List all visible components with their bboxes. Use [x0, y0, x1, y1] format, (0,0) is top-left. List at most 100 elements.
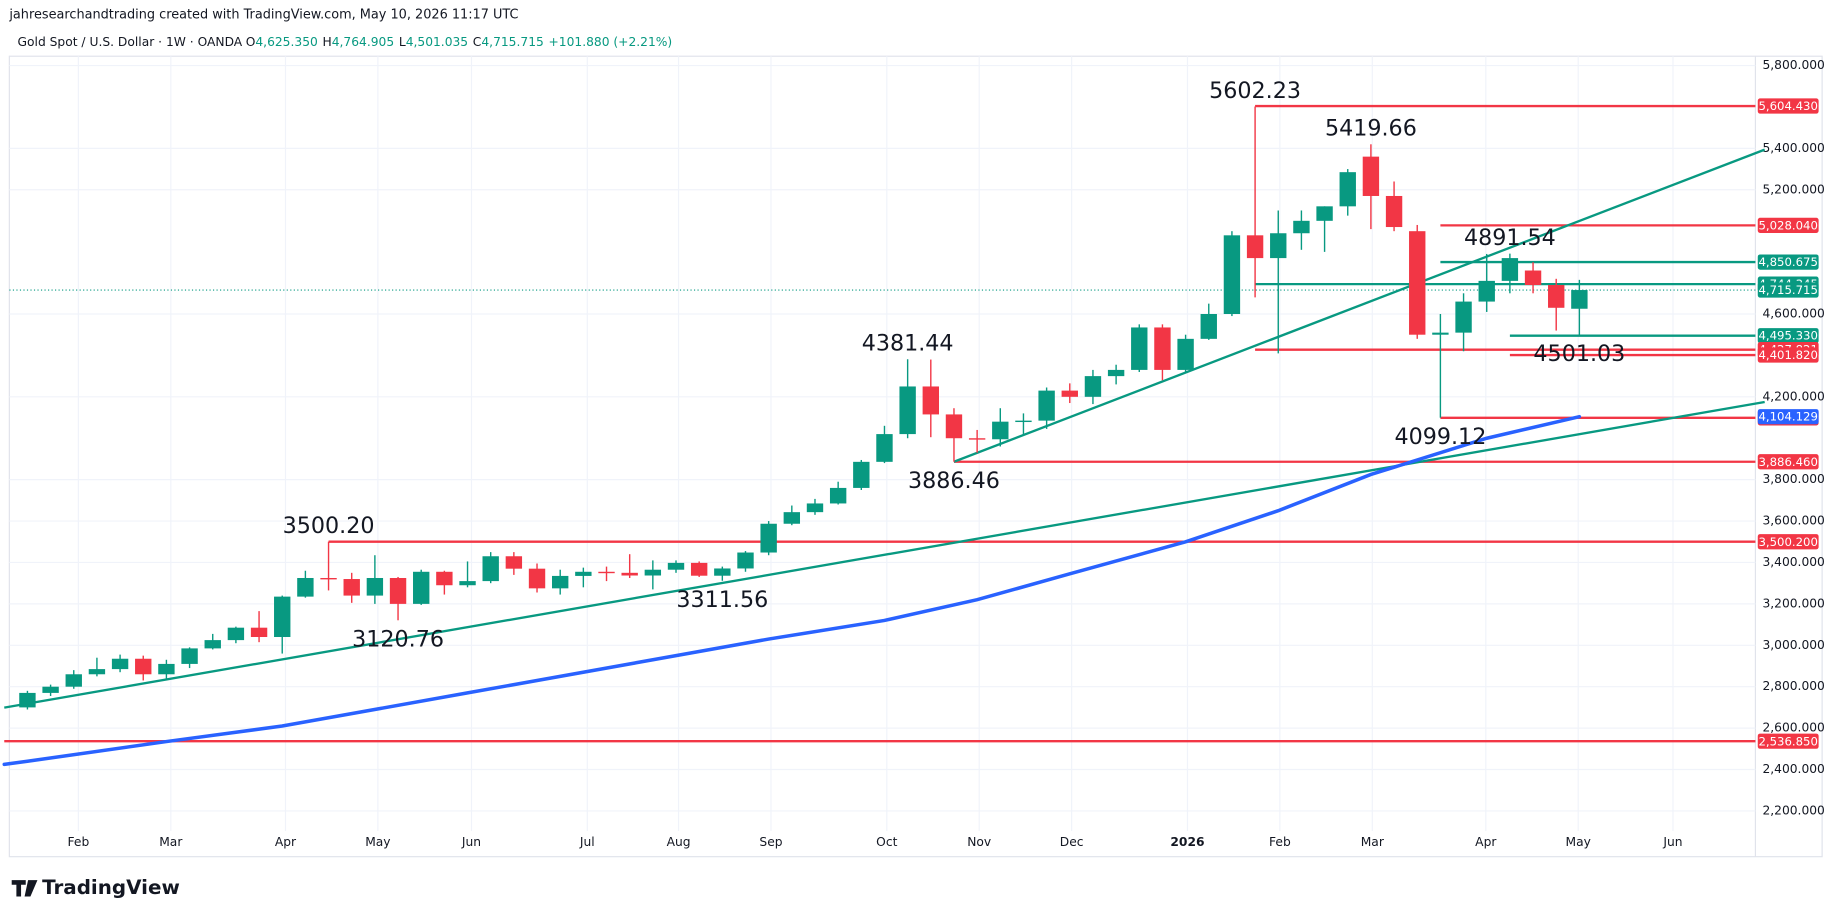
- candle-body: [1385, 195, 1403, 228]
- moving-average: [2, 414, 1582, 767]
- price-tag-label: 5,028.040: [1758, 218, 1817, 232]
- x-tick-label: Nov: [967, 835, 991, 849]
- y-tick-label: 3,800.000: [1762, 472, 1824, 486]
- logo: TradingView: [11, 876, 180, 899]
- candle-body: [968, 438, 986, 440]
- candle-body: [1246, 235, 1264, 259]
- price-annotation: 5602.23: [1209, 78, 1301, 104]
- candle-body: [482, 556, 499, 582]
- candle-body: [1038, 390, 1055, 421]
- y-tick-label: 4,600.000: [1762, 306, 1824, 320]
- x-tick-label: Mar: [159, 835, 183, 849]
- price-annotation: 4099.12: [1394, 424, 1486, 450]
- y-tick-label: 5,800.000: [1762, 58, 1824, 72]
- candle-body: [1478, 280, 1495, 302]
- legend: Gold Spot / U.S. Dollar · 1W · OANDA O4,6…: [18, 35, 673, 49]
- candle-body: [1084, 376, 1102, 397]
- price-annotation: 5419.66: [1325, 116, 1417, 142]
- y-tick-label: 3,400.000: [1762, 555, 1824, 569]
- candle-body: [366, 577, 384, 596]
- candle-body: [389, 577, 407, 604]
- price-tag: [1757, 409, 1819, 425]
- candle-body: [88, 669, 106, 675]
- legend-key: C: [473, 35, 482, 49]
- candle-body: [1409, 231, 1426, 335]
- price-annotation: 3120.76: [352, 627, 444, 653]
- candle-body: [1154, 327, 1171, 370]
- candle-body: [992, 421, 1009, 440]
- price-tag: [1757, 534, 1819, 550]
- y-tick-label: 2,800.000: [1762, 679, 1824, 693]
- candle-body: [644, 569, 662, 576]
- candle-body: [1223, 235, 1241, 314]
- candle-body: [436, 571, 453, 586]
- candle-body: [1501, 258, 1519, 281]
- candle-body: [1200, 313, 1217, 339]
- candle-body: [1061, 390, 1078, 397]
- trendline: [953, 148, 1766, 463]
- price-tag-label: 4,401.820: [1758, 348, 1817, 362]
- x-tick-label: Feb: [1269, 835, 1291, 849]
- x-tick-label: 2026: [1170, 835, 1204, 849]
- price-tag: [1757, 328, 1819, 344]
- price-annotation: 4501.03: [1533, 341, 1625, 367]
- price-tag-label: 4,850.675: [1758, 255, 1817, 269]
- x-tick-label: Jun: [1662, 835, 1682, 849]
- x-tick-label: Mar: [1361, 835, 1385, 849]
- candle-body: [922, 386, 939, 415]
- candle-body: [1177, 338, 1194, 370]
- price-tag-label: 4,495.330: [1758, 329, 1817, 343]
- candle-body: [737, 552, 754, 569]
- logo-text: TradingView: [42, 876, 180, 899]
- candle-body: [135, 658, 152, 675]
- candle-body: [1015, 420, 1032, 423]
- logo-icon: [11, 880, 38, 897]
- plot-frame: [8, 55, 1823, 858]
- candle-body: [1270, 233, 1287, 259]
- candle-body: [783, 512, 801, 524]
- price-tag-label: 5,604.430: [1758, 99, 1817, 113]
- legend-value: 4,764.905: [332, 35, 394, 49]
- candle-body: [551, 575, 569, 589]
- legend-value: 4,501.035: [406, 35, 468, 49]
- price-tag-label: 4,104.129: [1758, 410, 1817, 424]
- candle-body: [1548, 285, 1565, 308]
- x-tick-label: May: [1566, 835, 1591, 849]
- candle-body: [459, 581, 476, 586]
- price-tag-label: 3,886.460: [1758, 455, 1817, 469]
- legend-key: H: [322, 35, 331, 49]
- candle-body: [1455, 301, 1472, 333]
- x-tick-label: May: [365, 835, 390, 849]
- candle-body: [204, 640, 221, 649]
- x-tick-label: Feb: [68, 835, 90, 849]
- x-tick-label: Oct: [876, 835, 897, 849]
- candle-body: [1339, 172, 1356, 207]
- price-annotation: 3886.46: [908, 468, 1000, 494]
- candle-body: [760, 523, 777, 553]
- price-tag: [1757, 347, 1819, 363]
- candle-body: [297, 577, 314, 597]
- price-annotation: 3500.20: [283, 513, 375, 539]
- candle-body: [343, 579, 360, 596]
- candle-body: [227, 627, 245, 641]
- candle-body: [1362, 156, 1380, 196]
- y-tick-label: 2,400.000: [1762, 762, 1824, 776]
- candle-body: [1571, 290, 1588, 309]
- candle-body: [158, 663, 175, 675]
- y-tick-label: 5,200.000: [1762, 182, 1824, 196]
- candle-body: [42, 686, 59, 693]
- x-tick-label: Apr: [275, 835, 297, 849]
- trendline: [4, 400, 1765, 709]
- candle-body: [413, 571, 430, 604]
- price-tag: [1757, 254, 1819, 270]
- candle-body: [274, 596, 291, 638]
- candle-body: [714, 568, 731, 576]
- candle-body: [598, 571, 615, 574]
- x-tick-label: Sep: [759, 835, 782, 849]
- candle-body: [621, 572, 638, 576]
- candle-body: [806, 503, 824, 513]
- candle-body: [505, 556, 523, 569]
- candle-body: [876, 434, 893, 462]
